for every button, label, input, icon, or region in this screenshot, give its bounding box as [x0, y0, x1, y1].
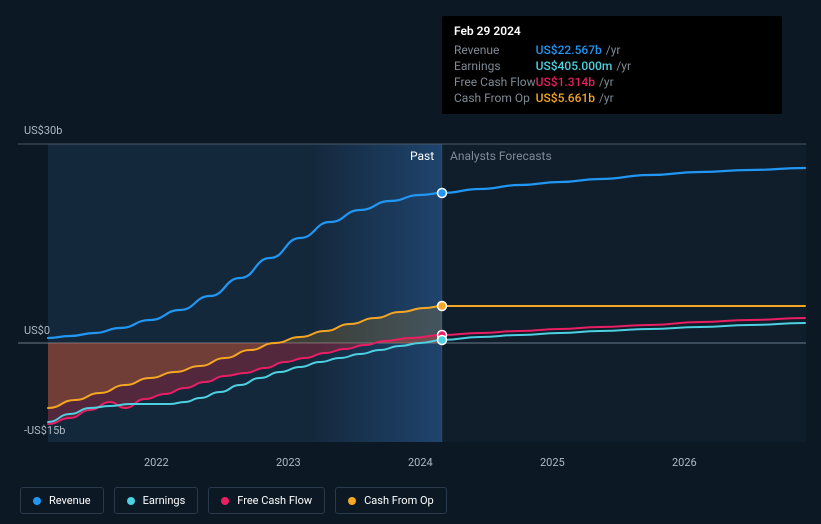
tooltip-row: Free Cash Flow US$1.314b/yr [454, 74, 631, 90]
legend-dot-icon [221, 497, 229, 505]
legend-dot-icon [33, 497, 41, 505]
x-tick-label: 2022 [144, 456, 169, 469]
tooltip-value: US$405.000m [536, 59, 613, 73]
legend-dot-icon [348, 497, 356, 505]
tooltip-unit: /yr [595, 91, 614, 105]
legend-label: Cash From Op [364, 494, 434, 507]
forecast-label: Analysts Forecasts [450, 149, 552, 163]
tooltip-value: US$5.661b [536, 91, 595, 105]
tooltip-label: Free Cash Flow [454, 74, 536, 90]
tooltip-label: Revenue [454, 42, 536, 58]
tooltip-title: Feb 29 2024 [454, 24, 770, 38]
tooltip-unit: /yr [612, 59, 631, 73]
x-tick-label: 2025 [540, 456, 565, 469]
x-tick-label: 2023 [276, 456, 301, 469]
y-tick-label: US$30b [24, 124, 62, 137]
tooltip-unit: /yr [602, 43, 621, 57]
tooltip-label: Cash From Op [454, 90, 536, 106]
tooltip-value: US$22.567b [536, 43, 602, 57]
legend-label: Free Cash Flow [237, 494, 312, 507]
legend-label: Earnings [143, 494, 186, 507]
legend-item-earnings[interactable]: Earnings [114, 487, 199, 514]
legend-label: Revenue [49, 494, 91, 507]
legend-item-revenue[interactable]: Revenue [20, 487, 104, 514]
y-tick-label: US$0 [24, 324, 50, 337]
x-tick-label: 2026 [672, 456, 697, 469]
legend-item-free-cash-flow[interactable]: Free Cash Flow [208, 487, 325, 514]
data-tooltip: Feb 29 2024 Revenue US$22.567b/yr Earnin… [442, 16, 782, 114]
tooltip-label: Earnings [454, 58, 536, 74]
x-tick-label: 2024 [408, 456, 433, 469]
financials-chart[interactable]: US$30b US$0 -US$15b 2022 2023 2024 2025 … [0, 0, 821, 524]
tooltip-row: Cash From Op US$5.661b/yr [454, 90, 631, 106]
y-tick-label: -US$15b [24, 424, 65, 437]
tooltip-row: Revenue US$22.567b/yr [454, 42, 631, 58]
legend: Revenue Earnings Free Cash Flow Cash Fro… [20, 487, 447, 514]
legend-item-cash-from-op[interactable]: Cash From Op [335, 487, 447, 514]
tooltip-value: US$1.314b [536, 75, 595, 89]
past-label: Past [410, 149, 434, 163]
tooltip-row: Earnings US$405.000m/yr [454, 58, 631, 74]
tooltip-unit: /yr [595, 75, 614, 89]
legend-dot-icon [127, 497, 135, 505]
